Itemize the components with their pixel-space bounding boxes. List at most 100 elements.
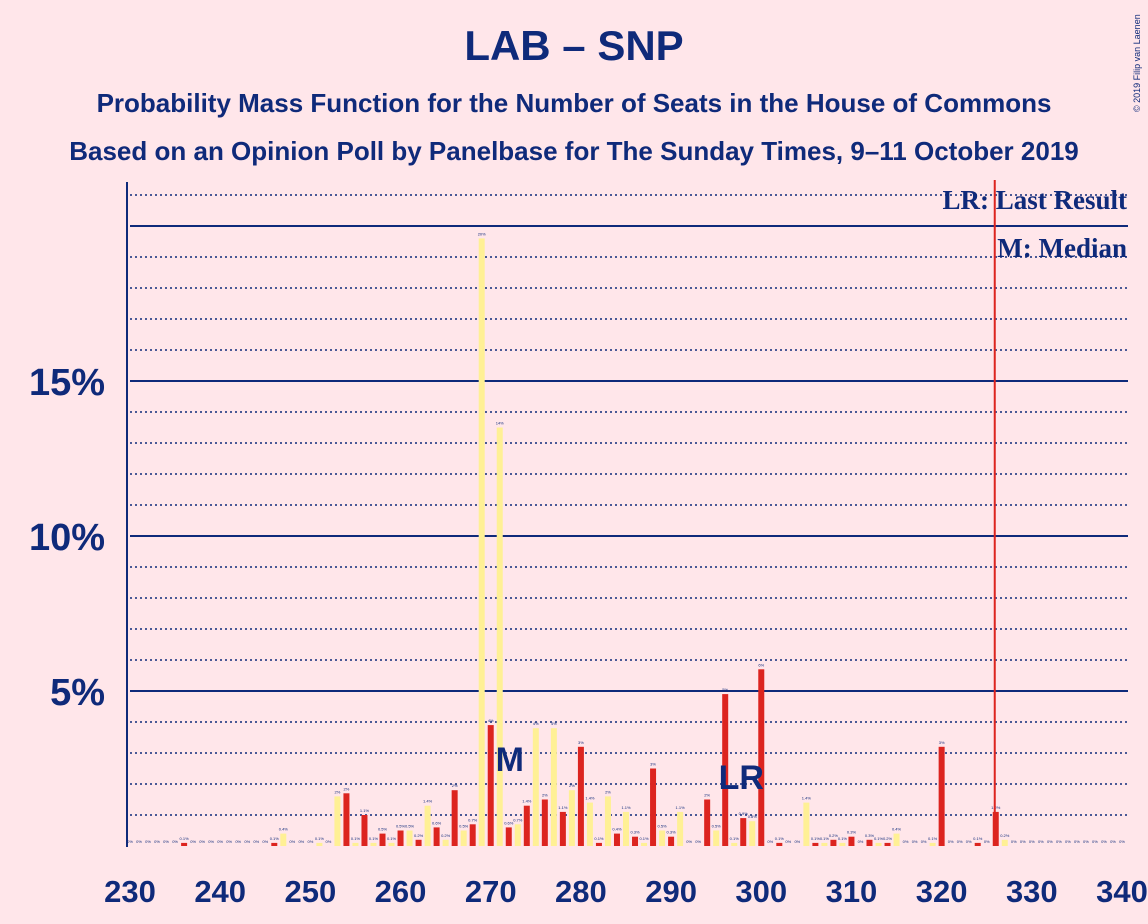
bar-snp <box>478 238 485 846</box>
data-label: 0.3% <box>865 833 875 838</box>
legend-median: M: Median <box>997 233 1127 263</box>
data-label: 0% <box>686 839 692 844</box>
data-label: 0.5% <box>712 824 722 829</box>
data-label: 0.1% <box>270 836 280 841</box>
bar-lab <box>577 746 584 846</box>
data-label: 0% <box>794 839 800 844</box>
data-label: 0% <box>154 839 160 844</box>
data-label: 2% <box>605 789 611 794</box>
data-label: 0.8% <box>748 814 758 819</box>
data-label: 14% <box>496 421 504 426</box>
data-label: 1.4% <box>585 796 595 801</box>
bar-lab <box>812 842 819 846</box>
data-label: 3% <box>939 740 945 745</box>
data-label: 0% <box>785 839 791 844</box>
x-tick-label: 270 <box>465 874 517 909</box>
data-label: 0.2% <box>883 836 893 841</box>
bar-snp <box>280 833 287 846</box>
data-label: 4% <box>488 718 494 723</box>
bar-snp <box>496 427 503 846</box>
bar-lab <box>974 842 981 846</box>
data-label: 0% <box>921 839 927 844</box>
bar-lab <box>650 768 657 846</box>
data-label: 0% <box>1047 839 1053 844</box>
data-label: 0.1% <box>730 836 740 841</box>
data-label: 0.1% <box>838 836 848 841</box>
data-label: 0.5% <box>459 824 469 829</box>
data-label: 0.4% <box>892 827 902 832</box>
data-label: 0% <box>1119 839 1125 844</box>
bar-snp <box>623 811 629 846</box>
x-tick-label: 340 <box>1096 874 1148 909</box>
data-label: 1.4% <box>802 796 812 801</box>
data-label: 0% <box>1011 839 1017 844</box>
bar-lab <box>938 746 945 846</box>
median-marker: M <box>496 741 524 779</box>
x-tick-label: 240 <box>194 874 246 909</box>
bar-snp <box>514 824 521 846</box>
data-label: 0% <box>695 839 701 844</box>
bar-snp <box>893 833 900 846</box>
data-label: 0% <box>1110 839 1116 844</box>
bar-lab <box>613 833 620 846</box>
x-tick-label: 250 <box>284 874 336 909</box>
bar-snp <box>929 842 936 846</box>
data-label: 0% <box>127 839 133 844</box>
data-label: 0.3% <box>630 830 640 835</box>
data-label: 2% <box>569 783 575 788</box>
data-label: 2% <box>452 783 458 788</box>
data-label: 0.1% <box>639 836 649 841</box>
data-label: 0% <box>903 839 909 844</box>
data-label: 0% <box>1074 839 1080 844</box>
bar-snp <box>406 830 413 846</box>
data-label: 0% <box>298 839 304 844</box>
chart-title: LAB – SNP <box>464 22 684 69</box>
bar-snp <box>839 842 846 846</box>
bar-lab <box>181 842 188 846</box>
data-label: 3% <box>578 740 584 745</box>
data-label: 1.1% <box>676 805 686 810</box>
bar-snp <box>641 842 648 846</box>
bar-lab <box>758 669 765 846</box>
last-result-marker: LR <box>719 759 764 797</box>
bar-lab <box>595 842 602 846</box>
data-label: 0% <box>948 839 954 844</box>
data-label: 0% <box>199 839 205 844</box>
bar-lab <box>541 799 548 846</box>
data-label: 0.5% <box>658 824 668 829</box>
x-tick-label: 290 <box>645 874 697 909</box>
data-label: 0% <box>145 839 151 844</box>
data-label: 0.4% <box>279 827 289 832</box>
data-label: 0% <box>767 839 773 844</box>
data-label: 6% <box>758 662 764 667</box>
bar-lab <box>523 805 530 846</box>
data-label: 0.9% <box>739 811 749 816</box>
bar-snp <box>532 728 539 846</box>
bar-lab <box>487 725 494 846</box>
data-label: 0% <box>1056 839 1062 844</box>
data-label: 0.1% <box>973 836 983 841</box>
data-label: 0% <box>1020 839 1026 844</box>
data-label: 4% <box>551 721 557 726</box>
bar-lab <box>271 842 278 846</box>
data-label: 0% <box>136 839 142 844</box>
bar-lab <box>415 839 422 846</box>
bar-snp <box>334 796 341 846</box>
bar-lab <box>451 790 458 846</box>
bar-lab <box>740 818 747 846</box>
data-label: 0.6% <box>504 820 514 825</box>
data-label: 0% <box>208 839 214 844</box>
data-label: 1.4% <box>423 799 433 804</box>
data-label: 0% <box>1038 839 1044 844</box>
x-tick-label: 320 <box>916 874 968 909</box>
data-label: 0% <box>984 839 990 844</box>
data-label: 0.2% <box>414 833 424 838</box>
bar-snp <box>442 839 449 846</box>
data-label: 0.2% <box>1000 833 1010 838</box>
bar-snp <box>875 842 882 846</box>
bar-snp <box>677 811 684 846</box>
data-label: 0% <box>253 839 259 844</box>
data-label: 0% <box>1029 839 1035 844</box>
data-label: 0.1% <box>315 836 325 841</box>
data-label: 0.5% <box>378 827 388 832</box>
